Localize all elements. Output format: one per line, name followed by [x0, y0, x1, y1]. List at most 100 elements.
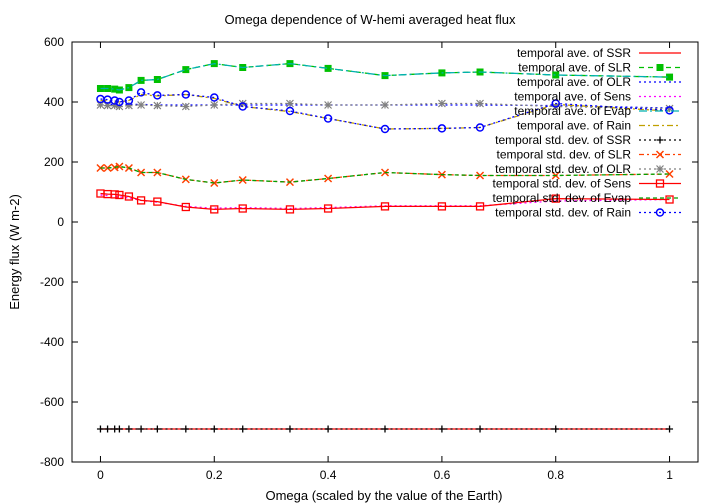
data-point	[110, 96, 119, 105]
x-tick-label: 0	[97, 468, 104, 482]
data-point	[476, 171, 485, 180]
legend-marker	[655, 179, 665, 188]
data-point	[115, 162, 124, 171]
data-point	[380, 202, 390, 211]
y-tick-label: 200	[44, 155, 64, 169]
data-point	[286, 425, 294, 433]
data-point	[324, 101, 333, 109]
data-point	[381, 101, 389, 109]
data-point	[665, 195, 674, 204]
data-point	[238, 204, 247, 213]
legend-label: temporal std. dev. of SSR	[495, 133, 631, 147]
data-point	[124, 96, 134, 105]
data-point	[136, 196, 146, 205]
data-point	[96, 425, 104, 433]
data-point	[181, 202, 190, 212]
data-point	[666, 425, 674, 433]
x-tick-label: 0.6	[434, 468, 451, 482]
data-point	[323, 114, 333, 123]
data-point	[110, 101, 119, 110]
data-point	[137, 168, 146, 177]
data-point	[181, 102, 190, 111]
x-tick-label: 0.8	[547, 468, 564, 482]
data-point	[286, 99, 294, 108]
y-tick-label: -800	[40, 455, 64, 469]
data-point	[181, 90, 191, 99]
series-line	[100, 62, 670, 91]
legend-marker	[655, 150, 665, 159]
data-point	[665, 169, 674, 179]
legend-label: temporal ave. of OLR	[517, 75, 631, 89]
data-point	[438, 425, 446, 433]
data-point	[96, 163, 105, 173]
data-point	[210, 205, 219, 214]
legend-label: temporal std. dev. of SLR	[496, 148, 631, 162]
series-11	[100, 165, 670, 184]
data-point	[96, 101, 105, 109]
y-tick-label: -600	[40, 395, 64, 409]
y-tick-label: 400	[44, 95, 64, 109]
y-tick-label: 0	[57, 215, 64, 229]
data-point	[182, 66, 190, 74]
y-tick-label: -200	[40, 275, 64, 289]
data-point	[137, 76, 145, 84]
data-point	[210, 93, 219, 102]
series-7	[96, 425, 674, 433]
data-point	[210, 425, 218, 433]
y-tick-label: -400	[40, 335, 64, 349]
data-point	[285, 106, 295, 116]
data-point	[551, 99, 560, 108]
data-point	[437, 202, 447, 211]
data-point	[153, 197, 162, 206]
data-point	[285, 205, 295, 214]
data-point	[124, 101, 133, 110]
data-point	[210, 101, 219, 109]
data-point	[552, 425, 560, 433]
legend-label: temporal std. dev. of Evap	[492, 191, 631, 205]
legend-label: temporal ave. of SSR	[517, 46, 631, 60]
data-point	[96, 85, 104, 92]
data-point	[153, 425, 161, 433]
data-point	[323, 204, 333, 213]
x-tick-label: 0.2	[206, 468, 223, 482]
y-tick-label: 600	[44, 35, 64, 49]
series-10	[96, 189, 674, 214]
legend-label: temporal ave. of SLR	[518, 61, 631, 75]
legend-label: temporal std. dev. of Rain	[495, 206, 631, 220]
series-line	[100, 165, 670, 184]
y-axis-label: Energy flux (W m-2)	[7, 194, 22, 310]
data-point	[239, 425, 247, 433]
legend-label: temporal ave. of Sens	[514, 90, 631, 104]
data-point	[476, 425, 484, 433]
data-point	[324, 425, 332, 433]
data-point	[476, 99, 484, 108]
legend-marker	[656, 136, 664, 144]
data-point	[115, 190, 124, 200]
data-point	[324, 64, 332, 72]
data-point	[552, 71, 560, 79]
data-point	[437, 99, 446, 108]
data-point	[665, 104, 674, 113]
series-line	[100, 91, 670, 130]
data-point	[437, 124, 447, 133]
data-point	[137, 101, 146, 109]
data-point	[666, 73, 674, 81]
data-point	[238, 102, 247, 111]
data-point	[238, 175, 247, 185]
legend-marker	[656, 64, 664, 71]
data-point	[380, 124, 390, 134]
data-point	[115, 97, 124, 107]
legend-label: temporal ave. of Evap	[514, 104, 631, 118]
plot-frame	[71, 41, 699, 463]
data-point	[381, 425, 389, 433]
data-point	[475, 202, 485, 211]
data-point	[104, 425, 112, 433]
data-point	[475, 123, 485, 132]
legend-marker	[656, 165, 664, 173]
series-5	[100, 62, 670, 91]
data-point	[103, 95, 112, 104]
x-tick-label: 1	[666, 468, 673, 482]
data-point	[136, 88, 146, 97]
data-point	[137, 425, 145, 433]
